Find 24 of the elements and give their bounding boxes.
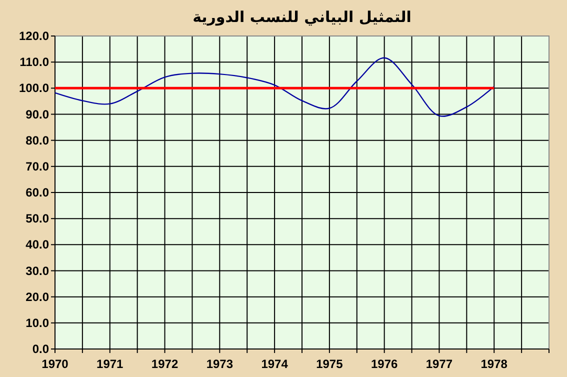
y-tick-label: 110.0 [20,55,50,70]
chart-title: التمثيل البياني للنسب الدورية [192,8,412,26]
y-tick-label: 70.0 [26,159,50,174]
line-series [54,57,495,117]
x-tick-label: 1977 [426,357,453,371]
y-tick-label: 100.0 [18,81,50,96]
x-tick-label: 1974 [261,357,288,371]
x-tick-label: 1972 [151,357,178,371]
x-tick-label: 1975 [316,357,344,371]
y-tick-label: 50.0 [26,212,50,226]
x-tick-label: 1971 [96,357,124,371]
y-tick-label: 10.0 [26,316,50,330]
x-tick-label: 1976 [370,357,398,371]
y-tick-label: 20.0 [26,290,50,304]
y-tick-label: 60.0 [26,186,50,200]
y-tick-label: 0.0 [32,342,50,356]
x-tick-label: 1978 [480,357,508,371]
x-tick-label: 1970 [42,357,69,371]
y-tick-label: 80.0 [26,133,50,148]
y-tick-label: 90.0 [26,107,50,122]
y-tick-label: 30.0 [26,264,50,278]
y-tick-label: 120.0 [18,29,50,43]
y-tick-label: 40.0 [26,238,50,252]
x-tick-label: 1973 [206,357,234,371]
